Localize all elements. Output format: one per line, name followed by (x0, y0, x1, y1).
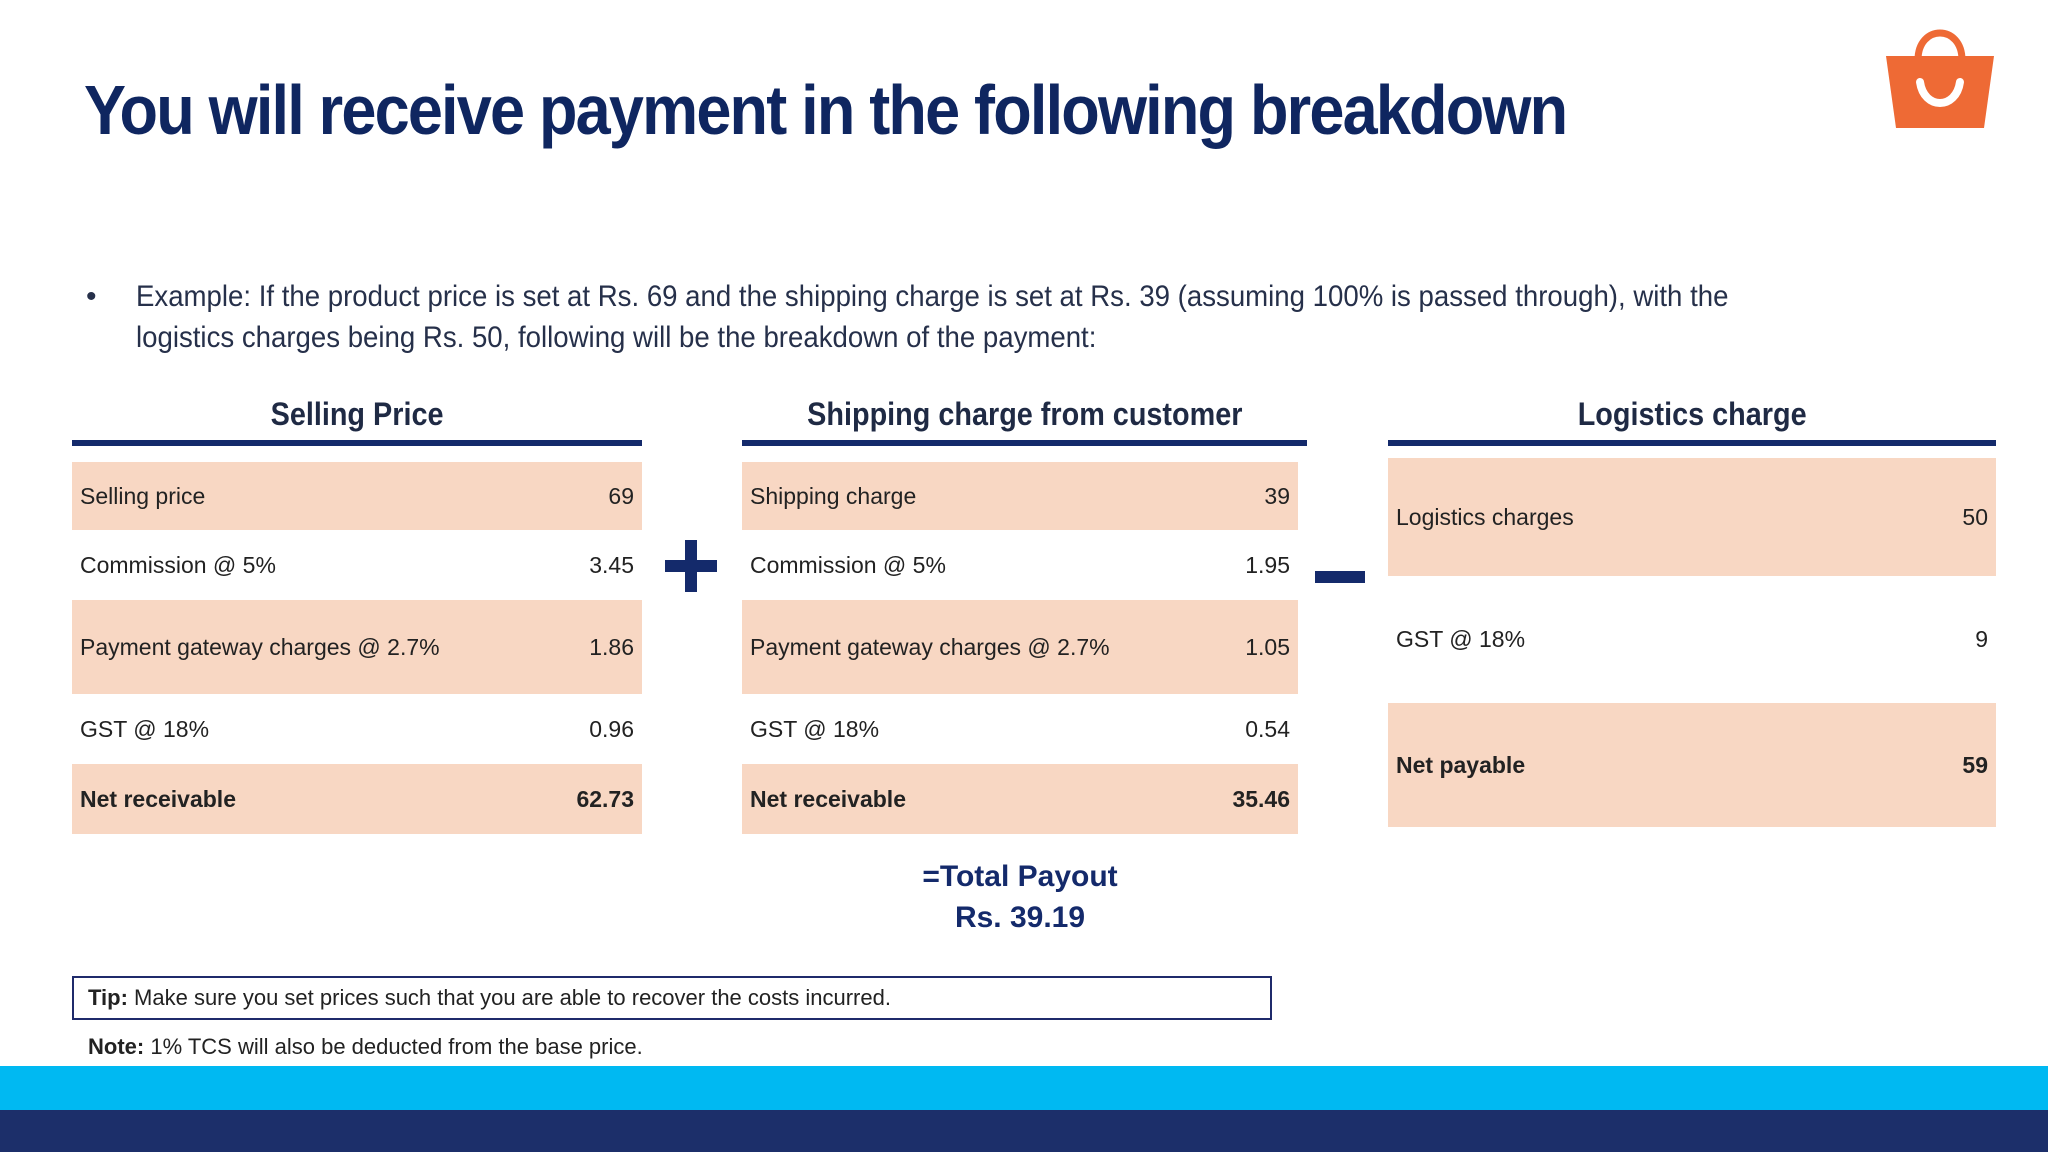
logistics-charge-panel: Logistics charge Logistics charges 50 GS… (1388, 390, 1996, 827)
row-label: Payment gateway charges @ 2.7% (80, 633, 440, 660)
total-payout: =Total Payout Rs. 39.19 (870, 856, 1170, 938)
tip-prefix: Tip: (88, 985, 128, 1010)
table-row-net-payable: Net payable 59 (1388, 703, 1996, 827)
table-row-net-receivable: Net receivable 35.46 (742, 764, 1298, 834)
shopping-bag-icon (1886, 29, 1994, 128)
minus-icon (1315, 571, 1365, 583)
row-value: 39 (1264, 482, 1290, 509)
selling-price-title: Selling Price (72, 390, 642, 446)
table-row-gst: GST @ 18% 9 (1388, 576, 1996, 703)
page-title: You will receive payment in the followin… (84, 71, 1568, 149)
row-value: 0.96 (589, 715, 634, 742)
table-row-net-receivable: Net receivable 62.73 (72, 764, 642, 834)
row-label: GST @ 18% (80, 715, 210, 742)
table-row-shipping-charge: Shipping charge 39 (742, 462, 1298, 530)
table-row-commission: Commission @ 5% 1.95 (742, 530, 1298, 600)
row-value: 50 (1962, 503, 1988, 530)
note-text: Note: 1% TCS will also be deducted from … (88, 1034, 643, 1060)
row-label: Selling price (80, 482, 206, 509)
row-value: 62.73 (576, 785, 634, 812)
tip-box: Tip: Make sure you set prices such that … (72, 976, 1272, 1020)
bullet-dot: • (86, 280, 97, 313)
shipping-charge-panel: Shipping charge from customer Shipping c… (742, 390, 1307, 834)
table-row-gst: GST @ 18% 0.54 (742, 694, 1298, 764)
total-payout-label: =Total Payout (922, 860, 1118, 893)
row-label: Net payable (1396, 751, 1526, 778)
row-label: GST @ 18% (1396, 626, 1526, 652)
plus-icon (665, 540, 717, 592)
row-value: 0.54 (1245, 715, 1290, 742)
shipping-charge-table: Shipping charge 39 Commission @ 5% 1.95 … (742, 462, 1298, 834)
table-row-selling-price: Selling price 69 (72, 462, 642, 530)
row-value: 35.46 (1232, 785, 1290, 812)
table-row-commission: Commission @ 5% 3.45 (72, 530, 642, 600)
footer-band-light (0, 1066, 2048, 1110)
row-label: GST @ 18% (750, 715, 880, 742)
table-row-logistics-charges: Logistics charges 50 (1388, 458, 1996, 576)
row-label: Commission @ 5% (80, 551, 276, 578)
shipping-charge-title: Shipping charge from customer (742, 390, 1307, 446)
total-payout-amount: Rs. 39.19 (954, 901, 1086, 934)
note-prefix: Note: (88, 1034, 145, 1059)
row-value: 1.86 (589, 633, 634, 660)
row-value: 9 (1975, 626, 1988, 652)
row-value: 3.45 (589, 551, 634, 578)
row-value: 59 (1962, 751, 1988, 778)
row-label: Shipping charge (750, 482, 917, 509)
row-label: Logistics charges (1396, 503, 1574, 530)
table-row-payment-gateway: Payment gateway charges @ 2.7% 1.86 (72, 600, 642, 694)
row-value: 1.05 (1245, 633, 1290, 660)
example-bullet: • Example: If the product price is set a… (86, 276, 1966, 358)
selling-price-panel: Selling Price Selling price 69 Commissio… (72, 390, 642, 834)
selling-price-table: Selling price 69 Commission @ 5% 3.45 Pa… (72, 462, 642, 834)
footer-band-dark (0, 1110, 2048, 1152)
table-row-gst: GST @ 18% 0.96 (72, 694, 642, 764)
logistics-charge-table: Logistics charges 50 GST @ 18% 9 Net pay… (1388, 458, 1996, 827)
row-label: Payment gateway charges @ 2.7% (750, 633, 1110, 660)
row-label: Net receivable (80, 785, 236, 812)
row-label: Net receivable (750, 785, 906, 812)
note-body: 1% TCS will also be deducted from the ba… (144, 1034, 643, 1059)
tip-text: Make sure you set prices such that you a… (127, 985, 891, 1010)
row-label: Commission @ 5% (750, 551, 946, 578)
row-value: 1.95 (1245, 551, 1290, 578)
example-text: Example: If the product price is set at … (136, 280, 1729, 354)
logistics-charge-title: Logistics charge (1388, 390, 1996, 446)
row-value: 69 (608, 482, 634, 509)
table-row-payment-gateway: Payment gateway charges @ 2.7% 1.05 (742, 600, 1298, 694)
